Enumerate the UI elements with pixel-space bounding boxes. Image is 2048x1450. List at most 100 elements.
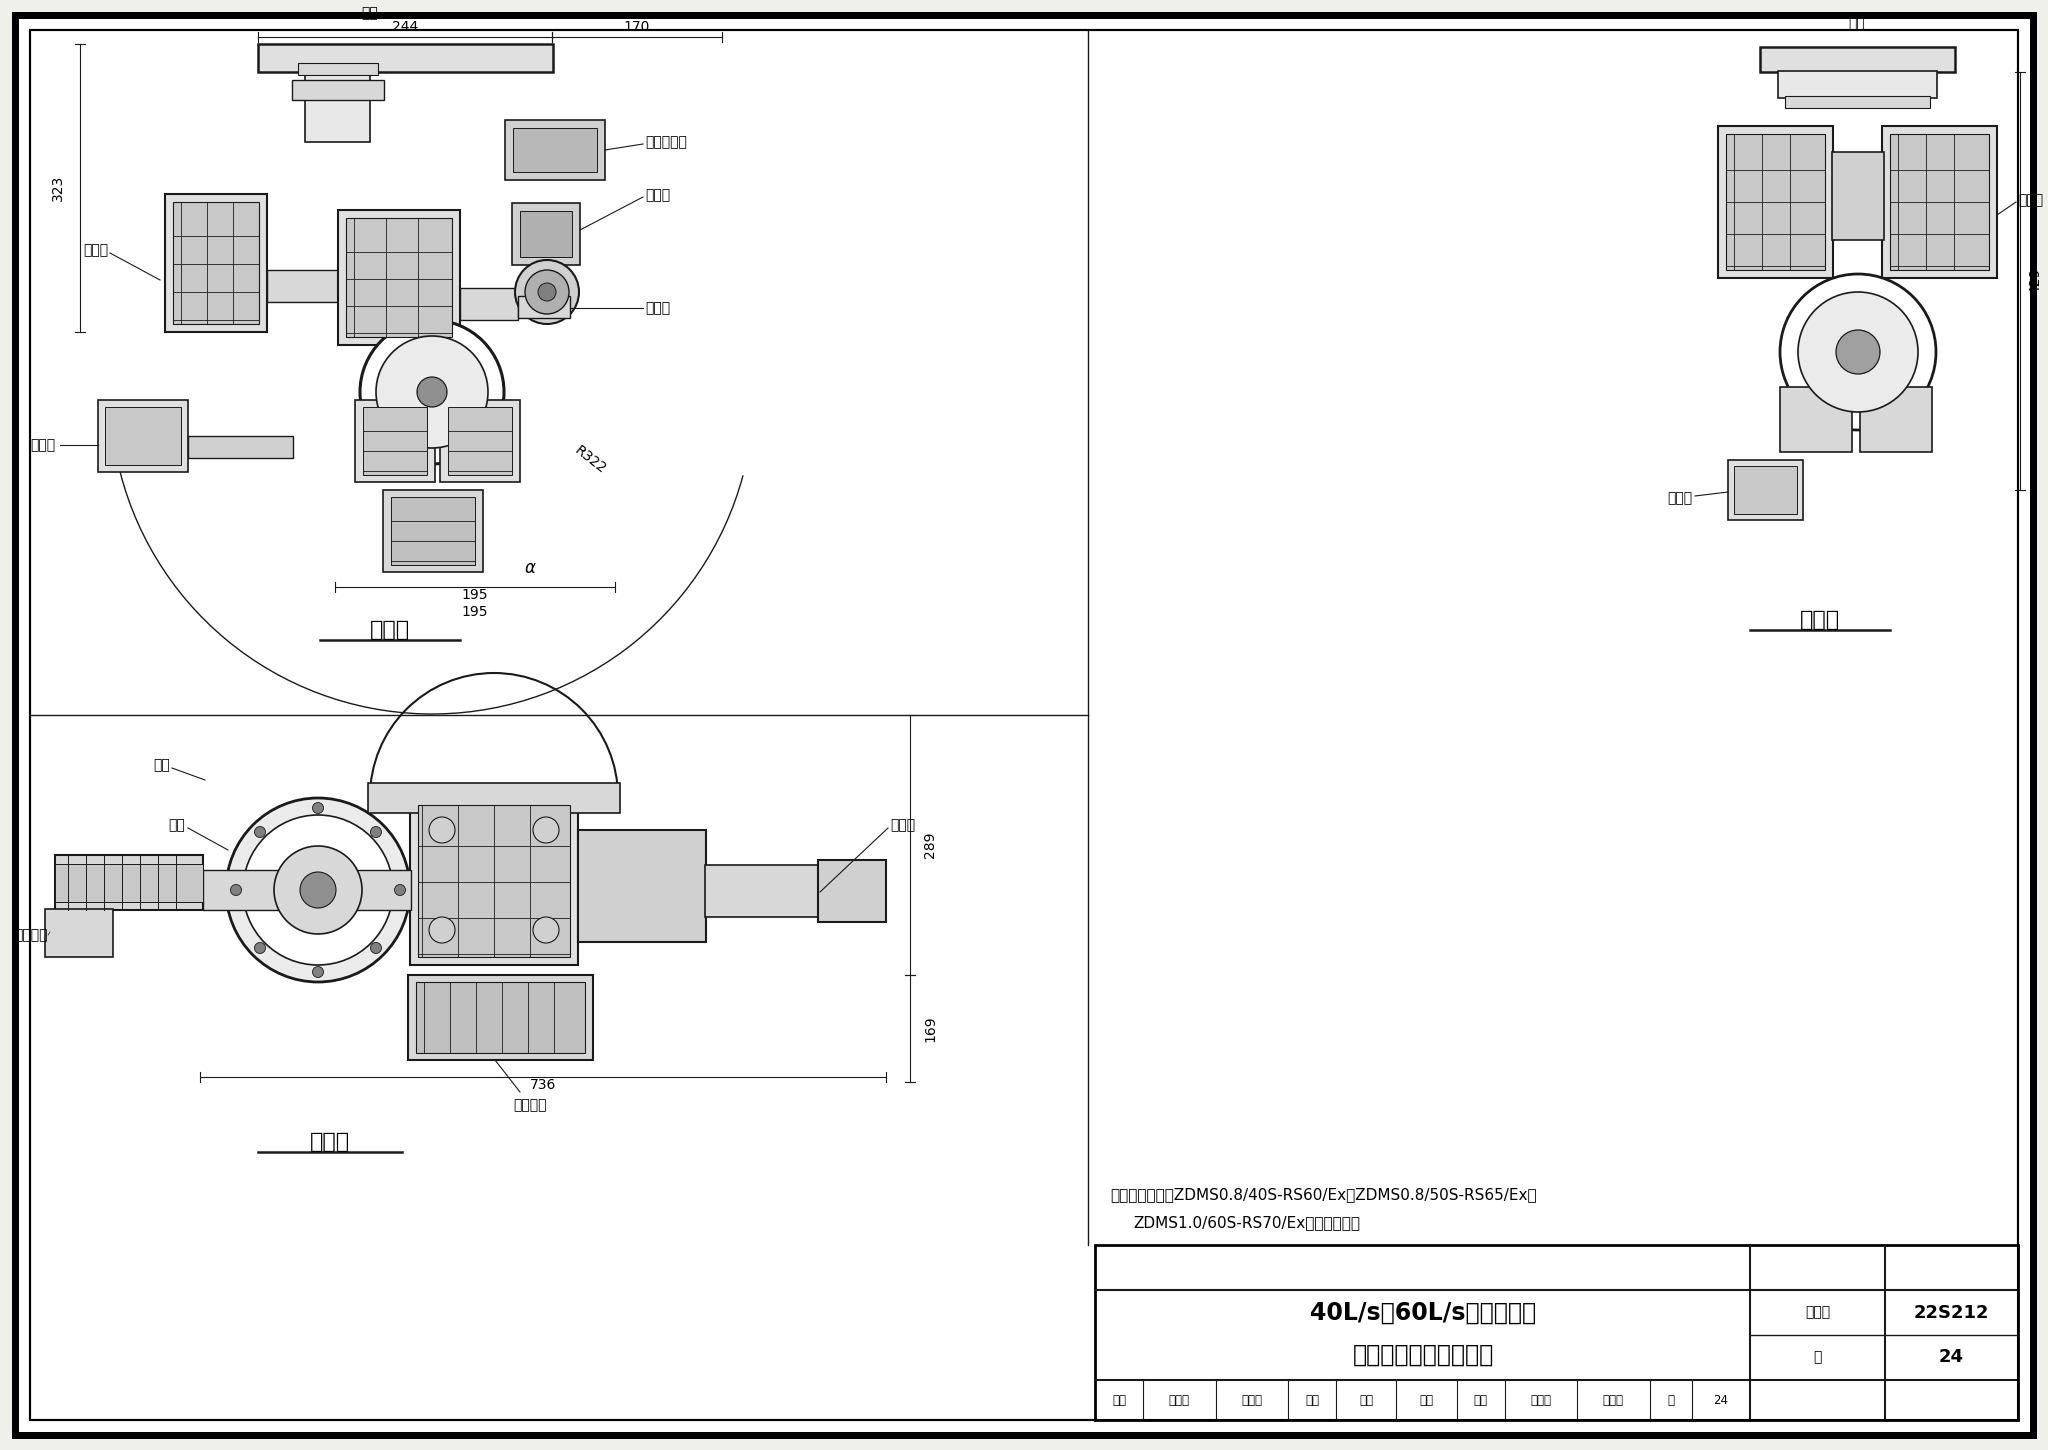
Circle shape [299, 871, 336, 908]
Bar [354, 400, 434, 481]
Bar [188, 436, 293, 458]
Bar [1729, 460, 1802, 521]
Text: 接线盒: 接线盒 [31, 438, 55, 452]
Bar [1778, 71, 1937, 99]
Bar [166, 194, 266, 332]
Bar [266, 270, 340, 302]
Circle shape [225, 798, 410, 982]
Circle shape [371, 942, 381, 954]
Text: 出水口: 出水口 [891, 818, 915, 832]
Text: 429: 429 [2028, 268, 2042, 294]
Circle shape [524, 270, 569, 315]
Circle shape [274, 845, 362, 934]
Text: 之备权: 之备权 [1604, 1393, 1624, 1406]
Bar [418, 805, 569, 957]
Text: 审核: 审核 [1112, 1393, 1126, 1406]
Text: 169: 169 [924, 1015, 938, 1041]
Circle shape [313, 967, 324, 977]
Circle shape [514, 260, 580, 323]
Text: 页: 页 [1667, 1393, 1673, 1406]
Bar [1890, 133, 1989, 270]
Bar [391, 497, 475, 566]
Text: 赵首权: 赵首权 [1530, 1393, 1552, 1406]
Text: 出水口: 出水口 [645, 302, 670, 315]
Bar [461, 289, 518, 320]
Text: 侧视图: 侧视图 [1800, 610, 1839, 629]
Text: 自动消防炮外形尺寸图: 自动消防炮外形尺寸图 [1352, 1343, 1493, 1367]
Text: 正视图: 正视图 [371, 621, 410, 639]
Circle shape [231, 884, 242, 896]
Bar [1786, 96, 1929, 107]
Bar [512, 128, 598, 173]
Bar [520, 212, 571, 257]
Bar [98, 400, 188, 473]
Bar [817, 860, 887, 922]
Bar [512, 203, 580, 265]
Text: 法兰: 法兰 [168, 818, 184, 832]
Bar [45, 909, 113, 957]
Text: 摄像头: 摄像头 [645, 188, 670, 202]
Circle shape [395, 884, 406, 896]
Bar [518, 296, 569, 318]
Circle shape [1835, 331, 1880, 374]
Circle shape [428, 816, 455, 842]
Bar [55, 856, 203, 911]
Circle shape [532, 916, 559, 942]
Text: 图集号: 图集号 [1804, 1305, 1831, 1320]
Text: ZDMS1.0/60S-RS70/Ex自动消防炮。: ZDMS1.0/60S-RS70/Ex自动消防炮。 [1133, 1215, 1360, 1231]
Circle shape [371, 826, 381, 838]
Circle shape [1798, 291, 1919, 412]
Bar [362, 407, 426, 476]
Text: 进水管: 进水管 [2017, 193, 2044, 207]
Bar [1759, 46, 1956, 72]
Bar [1096, 1246, 2017, 1420]
Text: 24: 24 [1714, 1393, 1729, 1406]
Text: 289: 289 [924, 832, 938, 858]
Text: 195: 195 [461, 605, 487, 619]
Text: 图像定位器: 图像定位器 [645, 135, 686, 149]
Text: 进水管: 进水管 [82, 244, 109, 257]
Bar [104, 407, 180, 465]
Text: 323: 323 [51, 175, 66, 202]
Circle shape [244, 815, 393, 966]
Bar [410, 798, 578, 966]
Text: R322: R322 [571, 444, 608, 477]
Text: 22S212: 22S212 [1913, 1304, 1989, 1321]
Text: 170: 170 [625, 20, 649, 33]
Text: 法兰: 法兰 [362, 6, 379, 20]
Bar [705, 866, 819, 916]
Text: 195: 195 [461, 589, 487, 602]
Text: 法兰: 法兰 [1849, 16, 1866, 30]
Bar [305, 72, 371, 142]
Text: 张之平: 张之平 [1241, 1393, 1262, 1406]
Bar [258, 44, 553, 72]
Bar [1833, 152, 1884, 241]
Bar [203, 870, 412, 911]
Circle shape [1780, 274, 1935, 431]
Text: 法兰: 法兰 [154, 758, 170, 771]
Bar [172, 202, 258, 323]
Bar [1860, 387, 1931, 452]
Text: 俦视图: 俦视图 [309, 1132, 350, 1151]
Circle shape [313, 802, 324, 813]
Bar [416, 982, 586, 1053]
Bar [383, 490, 483, 571]
Circle shape [539, 283, 555, 302]
Circle shape [360, 320, 504, 464]
Circle shape [377, 336, 487, 448]
Text: 张立成: 张立成 [1169, 1393, 1190, 1406]
Bar [293, 80, 385, 100]
Bar [449, 407, 512, 476]
Circle shape [254, 942, 266, 954]
Circle shape [532, 816, 559, 842]
Text: 736: 736 [530, 1077, 557, 1092]
Bar [338, 210, 461, 345]
Text: 设计: 设计 [1475, 1393, 1487, 1406]
Text: 244: 244 [391, 20, 418, 33]
Bar [369, 783, 621, 813]
Bar [578, 829, 707, 943]
Bar [55, 864, 203, 902]
Circle shape [428, 916, 455, 942]
Bar [506, 120, 604, 180]
Bar [346, 218, 453, 336]
